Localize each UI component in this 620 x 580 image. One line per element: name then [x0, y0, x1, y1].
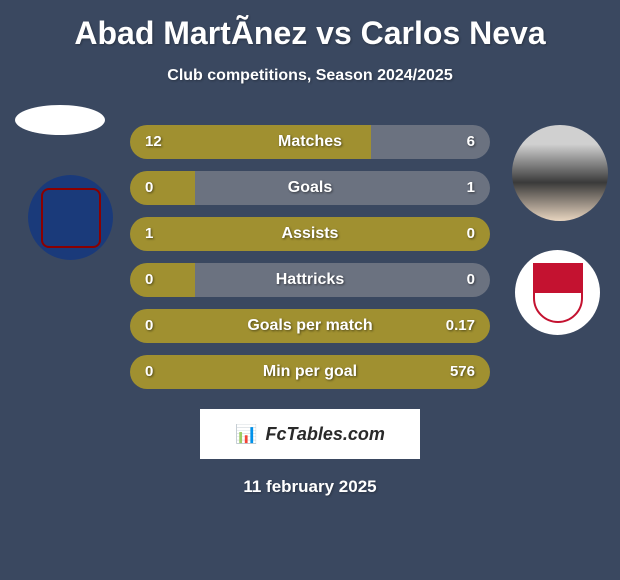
subtitle: Club competitions, Season 2024/2025 — [0, 67, 620, 85]
stat-value-right: 0 — [467, 263, 475, 297]
team-left-badge — [28, 175, 113, 260]
stat-row: Assists1 0 — [130, 217, 490, 251]
watermark: 📊 FcTables.com — [200, 409, 420, 459]
stat-label: Hattricks — [130, 263, 490, 297]
stat-value-right: 0 — [467, 217, 475, 251]
stat-value-left: 1 — [145, 217, 153, 251]
stat-label: Goals per match — [130, 309, 490, 343]
stats-bars: Matches126Goals01Assists10Hattricks00Goa… — [130, 120, 490, 389]
stat-value-left: 0 — [145, 309, 153, 343]
chart-icon: 📊 — [235, 424, 257, 445]
stat-label: Assists — [130, 217, 490, 251]
stat-label: Min per goal — [130, 355, 490, 389]
player-left-avatar — [15, 105, 105, 135]
stat-value-left: 0 — [145, 171, 153, 205]
stat-label: Matches — [130, 125, 490, 159]
team-right-badge — [515, 250, 600, 335]
stat-value-right: 576 — [450, 355, 475, 389]
stat-row: Goals0 1 — [130, 171, 490, 205]
stat-value-right: 6 — [467, 125, 475, 159]
watermark-text: FcTables.com — [266, 424, 385, 445]
stat-value-left: 0 — [145, 263, 153, 297]
stat-value-right: 1 — [467, 171, 475, 205]
stat-label: Goals — [130, 171, 490, 205]
page-title: Abad MartÃ­nez vs Carlos Neva — [0, 15, 620, 52]
comparison-area: Matches126Goals01Assists10Hattricks00Goa… — [0, 120, 620, 389]
player-right-avatar — [512, 125, 608, 221]
date: 11 february 2025 — [0, 477, 620, 497]
stat-value-left: 12 — [145, 125, 162, 159]
stat-row: Min per goal0 576 — [130, 355, 490, 389]
stat-row: Goals per match0 0.17 — [130, 309, 490, 343]
stat-value-right: 0.17 — [446, 309, 475, 343]
stat-row: Hattricks0 0 — [130, 263, 490, 297]
stat-row: Matches12 6 — [130, 125, 490, 159]
stat-value-left: 0 — [145, 355, 153, 389]
